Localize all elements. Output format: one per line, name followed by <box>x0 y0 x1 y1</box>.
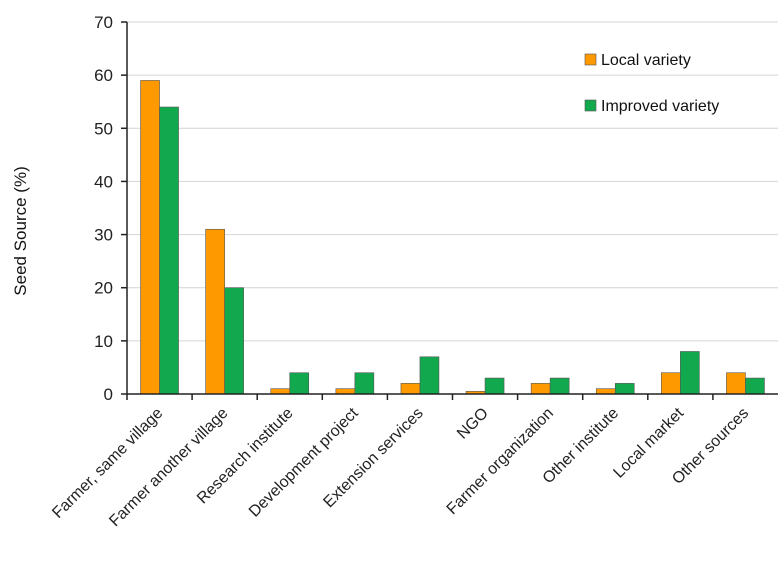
bars <box>126 80 765 400</box>
bar-improved <box>484 377 505 395</box>
bar-improved <box>159 106 179 395</box>
y-tick-labels: 0 10 20 30 40 50 60 70 <box>94 13 113 404</box>
bar-improved <box>614 383 635 395</box>
bar-local <box>726 372 746 395</box>
axes <box>126 22 778 395</box>
y-tick-label: 70 <box>94 13 113 32</box>
bar-local <box>530 383 551 395</box>
y-tick-label: 50 <box>94 119 113 138</box>
bar-local <box>595 388 616 395</box>
x-category-label: Development project <box>246 404 362 520</box>
bar-improved <box>354 372 375 395</box>
legend: Local variety Improved variety <box>584 52 719 115</box>
bar-local <box>270 388 291 395</box>
bar-improved <box>745 377 765 395</box>
y-tick-label: 0 <box>104 385 113 404</box>
y-tick-label: 60 <box>94 66 113 85</box>
x-category-label: Farmer another village <box>106 405 231 530</box>
bar-local <box>140 80 160 395</box>
bar-local <box>335 388 356 395</box>
bar-improved <box>680 351 700 395</box>
legend-swatch <box>584 53 597 66</box>
x-category-label: Farmer organization <box>444 405 557 518</box>
bar-improved <box>549 377 570 395</box>
x-category-label: Farmer, same village <box>49 405 166 522</box>
bar-improved <box>289 372 310 395</box>
legend-swatch <box>584 99 597 112</box>
y-tick-label: 40 <box>94 172 113 191</box>
y-tick-label: 30 <box>94 226 113 245</box>
y-tick-label: 10 <box>94 332 113 351</box>
bar-local <box>205 228 225 395</box>
bar-improved <box>224 287 244 395</box>
bar-local <box>400 383 421 395</box>
y-axis-title: Seed Source (%) <box>11 166 30 295</box>
legend-label: Improved variety <box>601 98 719 115</box>
bar-improved <box>419 356 440 395</box>
y-tick-label: 20 <box>94 279 113 298</box>
x-category-label: NGO <box>454 405 492 443</box>
legend-label: Local variety <box>601 52 691 69</box>
bar-local <box>661 372 681 395</box>
